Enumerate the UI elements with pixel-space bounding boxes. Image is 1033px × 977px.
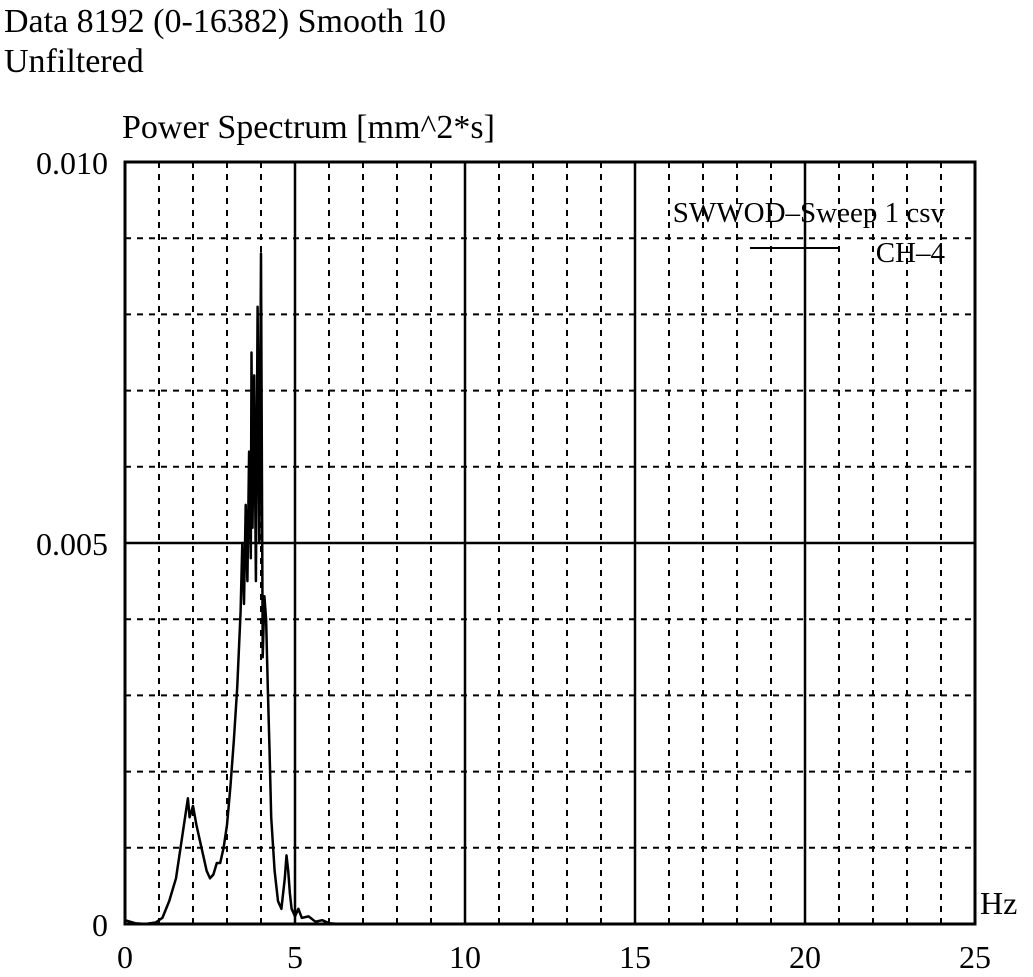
legend: SWWOD–Sweep 1 csv CH–4 bbox=[673, 197, 946, 269]
legend-entry-ch4: CH–4 bbox=[876, 237, 946, 269]
x-tick-label: 20 bbox=[789, 939, 821, 975]
y-axis-label: Power Spectrum [mm^2*s] bbox=[122, 109, 495, 146]
major-gridlines bbox=[125, 162, 975, 924]
minor-gridlines bbox=[125, 162, 975, 924]
x-tick-labels: 0 5 10 15 20 25 bbox=[117, 939, 991, 975]
series-line-ch4 bbox=[124, 252, 363, 926]
y-tick-label: 0 bbox=[92, 907, 108, 943]
x-tick-label: 0 bbox=[117, 939, 133, 975]
legend-title: SWWOD–Sweep 1 csv bbox=[673, 197, 946, 229]
x-axis-label: Hz bbox=[980, 885, 1017, 921]
x-tick-label: 25 bbox=[959, 939, 991, 975]
series-layer bbox=[124, 252, 363, 926]
header-line-2: Unfiltered bbox=[4, 43, 144, 80]
x-tick-label: 10 bbox=[449, 939, 481, 975]
y-tick-label: 0.005 bbox=[36, 526, 108, 562]
header-line-1: Data 8192 (0-16382) Smooth 10 bbox=[4, 3, 446, 40]
x-tick-label: 15 bbox=[619, 939, 651, 975]
y-tick-labels: 0 0.005 0.010 bbox=[36, 145, 108, 943]
x-tick-label: 5 bbox=[287, 939, 303, 975]
y-tick-label: 0.010 bbox=[36, 145, 108, 181]
plot-frame bbox=[123, 160, 977, 926]
